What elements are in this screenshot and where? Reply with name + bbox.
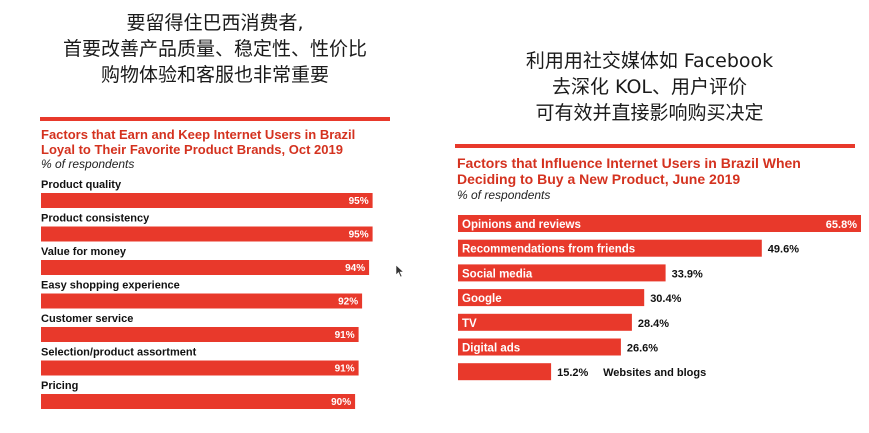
bar-category-label: Value for money — [41, 246, 127, 258]
bar-category-label: Social media — [462, 268, 533, 280]
right-bar-chart: Opinions and reviews 65.8% Recommendations… — [458, 215, 861, 381]
bar-category-label: Recommendations from friends — [462, 244, 635, 256]
bar — [458, 313, 632, 331]
left-heading: 要留得住巴西消费者, 首要改善产品质量、稳定性、性价比 购物体验和客服也非常重要 — [0, 10, 430, 88]
right-heading-line: 可有效并直接影响购买决定 — [535, 102, 764, 124]
bar-category-label: Easy shopping experience — [41, 280, 180, 292]
right-chart-title-line: Deciding to Buy a New Product, June 2019 — [457, 171, 741, 187]
bar-value-label: 92% — [338, 297, 358, 308]
bar-value-label: 28.4% — [638, 318, 669, 330]
bar-value-label: 33.9% — [672, 268, 703, 280]
bar-value-label: 49.6% — [768, 244, 799, 256]
bar-category-label: Google — [462, 293, 502, 305]
left-chart-title: Factors that Earn and Keep Internet User… — [41, 127, 355, 157]
bar-category-label: Product quality — [41, 179, 122, 191]
left-chart-title-line: Loyal to Their Favorite Product Brands, … — [41, 142, 343, 157]
bar — [41, 260, 370, 275]
bar-category-label: Opinions and reviews — [462, 219, 581, 231]
right-chart-subtitle: % of respondents — [457, 188, 551, 202]
bar — [458, 338, 621, 356]
left-heading-line: 购物体验和客服也非常重要 — [100, 64, 329, 86]
bar — [458, 363, 552, 381]
left-chart-subtitle: % of respondents — [41, 157, 135, 171]
mouse-cursor-icon — [395, 264, 405, 278]
bar-value-label: 95% — [349, 196, 369, 207]
right-heading-line: 去深化 KOL、用户评价 — [551, 76, 747, 98]
bar — [41, 327, 359, 342]
bar-category-label: Websites and blogs — [603, 367, 706, 379]
bar-value-label: 91% — [335, 330, 355, 341]
right-chart-title-line: Factors that Influence Internet Users in… — [457, 155, 801, 171]
bar-value-label: 94% — [345, 263, 365, 274]
bar-category-label: Digital ads — [462, 343, 520, 355]
bar-value-label: 15.2% — [557, 367, 588, 379]
left-heading-line: 首要改善产品质量、稳定性、性价比 — [62, 38, 367, 60]
right-heading-line: 利用用社交媒体如 Facebook — [525, 50, 774, 72]
right-heading: 利用用社交媒体如 Facebook 去深化 KOL、用户评价 可有效并直接影响购… — [430, 48, 869, 126]
left-heading-line: 要留得住巴西消费者, — [126, 12, 304, 34]
bar-value-label: 65.8% — [826, 219, 857, 231]
bar — [458, 215, 861, 232]
bar-value-label: 91% — [335, 364, 355, 375]
bar — [458, 289, 645, 307]
bar — [41, 193, 373, 208]
bar-value-label: 26.6% — [627, 343, 658, 355]
bar-value-label: 30.4% — [650, 293, 681, 305]
bar-category-label: Pricing — [41, 380, 78, 392]
bar — [458, 239, 762, 257]
bar-value-label: 90% — [331, 397, 351, 408]
left-bar-chart: Product quality 95% Product consistency 95%… — [41, 179, 373, 409]
bar-value-label: 95% — [349, 230, 369, 241]
bar — [41, 394, 356, 409]
right-chart-rule — [455, 144, 855, 148]
bar — [41, 360, 359, 376]
bar-category-label: Selection/product assortment — [41, 347, 197, 359]
left-chart-rule — [40, 117, 390, 121]
bar-category-label: Product consistency — [41, 213, 150, 225]
left-chart-title-line: Factors that Earn and Keep Internet User… — [41, 127, 356, 142]
bar — [41, 293, 363, 309]
bar — [41, 226, 373, 242]
bar — [458, 264, 666, 282]
bar-category-label: TV — [462, 318, 477, 330]
right-chart-title: Factors that Influence Internet Users in… — [457, 155, 801, 187]
bar-category-label: Customer service — [41, 313, 133, 325]
